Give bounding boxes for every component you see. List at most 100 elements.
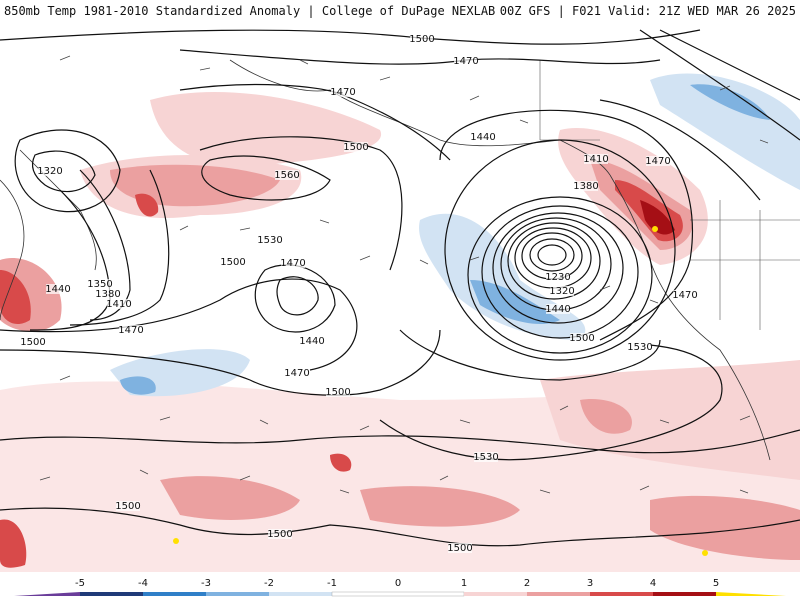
colorbar-tick-label: -5 [75,578,85,589]
contour-label: 1470 [645,156,670,167]
warm-anomaly-area [650,495,800,560]
warm-anomaly-area [0,519,27,568]
contour-label-bg [285,368,309,378]
contour-label-bg [344,142,368,152]
contour-label: 1470 [453,56,478,67]
contour-label-bg [116,501,140,511]
contour-label: 1530 [473,452,498,463]
height-contour [439,109,694,341]
low-pressure-contour [481,205,639,339]
contour-label: 1440 [545,304,570,315]
contour-label-bg [46,284,70,294]
colorbar-swatch-neg1 [269,592,332,596]
low-pressure-contour [529,238,575,272]
height-contour [399,329,661,381]
contour-label-bg [326,387,350,397]
contour-label: 1500 [115,501,140,512]
low-pressure-contour [444,139,676,361]
contour-label-bg [570,333,594,343]
contour-label: 1410 [106,299,131,310]
contour-label: 1440 [45,284,70,295]
colorbar-swatch-pos3 [590,592,653,596]
contour-label-bg [88,279,112,289]
contour-label-bg [119,325,143,335]
map-header: 850mb Temp 1981-2010 Standardized Anomal… [0,0,800,22]
height-contour [0,29,701,45]
contour-label-bg [258,235,282,245]
height-contour [379,344,723,461]
colorbar-swatch-pos1 [464,592,527,596]
warm-anomaly-area [580,399,632,434]
contour-label-bg [646,156,670,166]
contour-label: 1500 [447,543,472,554]
contour-label: 1470 [330,87,355,98]
warm-anomaly-peak [652,226,658,232]
contour-label: 1350 [87,279,112,290]
colorbar-swatch-zero [331,591,465,597]
contour-label: 1470 [284,368,309,379]
colorbar-swatch-pos2 [527,592,590,596]
low-pressure-contour [467,196,653,354]
contour-label: 1500 [267,529,292,540]
contour-label: 1470 [672,290,697,301]
warm-anomaly-peak [173,538,179,544]
contour-label: 1320 [37,166,62,177]
wind-barb [59,375,751,431]
colorbar: -5 -4 -3 -2 -1 0 1 2 3 4 5 [0,572,800,600]
colorbar-swatch-neg4 [80,592,143,596]
contour-label: 1410 [583,154,608,165]
contour-label: 1440 [299,336,324,347]
contour-label-bg [574,181,598,191]
us-state-borders [690,200,800,330]
contour-label-bg [673,290,697,300]
height-contour [14,129,121,213]
wind-barb [179,219,659,304]
contour-label: 1500 [409,34,434,45]
contour-label: 1380 [95,289,120,300]
west-coast-coastline [609,174,771,461]
warm-anomaly-area [135,193,159,217]
contour-label-bg [474,452,498,462]
warm-anomaly-area [160,476,300,520]
contour-label: 1380 [573,181,598,192]
colorbar-tick-label: 5 [713,578,719,589]
contour-label-bg [546,272,570,282]
contour-label-bg [628,342,652,352]
colorbar-swatch-neg3 [143,592,206,596]
contour-label-bg [410,34,434,44]
height-contour [599,99,761,201]
wind-barb [39,469,749,494]
contour-label-bg [96,289,120,299]
wind-barbs [39,55,769,494]
colorbar-tick-label: 2 [524,578,530,589]
height-contour [276,276,319,316]
contour-label: 1440 [470,132,495,143]
height-contour [31,150,96,193]
height-contour [201,155,331,201]
low-pressure-contour [537,244,567,266]
contour-label: 1470 [280,258,305,269]
coastlines [0,59,800,461]
contour-label: 1500 [325,387,350,398]
colorbar-ticks: -5 -4 -3 -2 -1 0 1 2 3 4 5 [75,578,719,589]
warm-anomaly-peak [702,550,708,556]
colorbar-swatch-pos5 [716,592,786,596]
contour-label-bg [331,87,355,97]
height-contour [254,264,336,333]
contour-label-bg [38,166,62,176]
contour-label: 1500 [343,142,368,153]
contour-label-bg [471,132,495,142]
low-pressure-contour [507,222,601,300]
warm-anomaly-area [0,270,31,325]
contour-label: 1230 [545,272,570,283]
contour-labels: 1500 1470 1470 1440 1500 1320 1560 1410 1470 1380… [20,34,698,554]
contour-label-bg [275,170,299,180]
height-contour [0,278,358,371]
contour-label: 1500 [569,333,594,344]
contour-label-bg [107,299,131,309]
colorbar-swatch-pos4 [653,592,716,596]
contour-label: 1500 [220,257,245,268]
warm-anomaly-area [330,453,352,472]
contour-label-bg [584,154,608,164]
colorbar-tick-label: -4 [138,578,148,589]
